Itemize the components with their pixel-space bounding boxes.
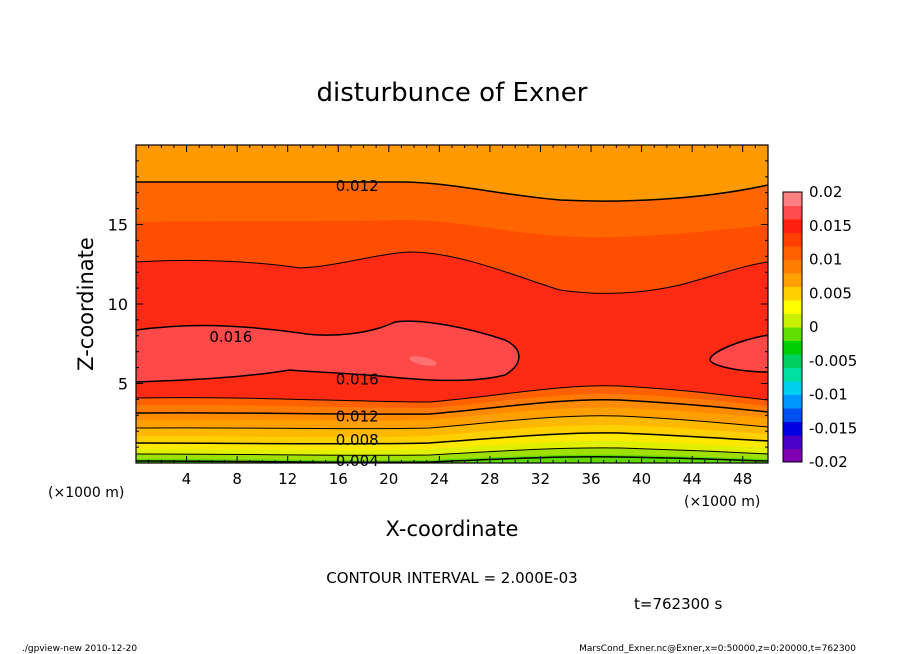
contour-line-0.016-right [709, 334, 768, 373]
colorbar-tick-label: -0.02 [809, 453, 848, 471]
colorbar-tick-label: 0.005 [809, 284, 852, 302]
contour-lines [136, 181, 768, 463]
colorbar-segment [783, 408, 802, 422]
x-tick-label: 44 [683, 470, 702, 488]
x-tick-label: 36 [581, 470, 600, 488]
contour-label: 0.016 [336, 371, 379, 389]
colorbar-segment [783, 273, 802, 287]
colorbar-tick-labels: 0.02 0.015 0.01 0.005 0 -0.005 -0.01 -0.015 -0.0… [809, 183, 857, 471]
x-tick-label: 32 [531, 470, 550, 488]
contour-line-0.014-lower [136, 385, 768, 403]
colorbar-segment [783, 421, 802, 436]
colorbar-tick-label: -0.005 [809, 352, 857, 370]
x-axis-unit: (×1000 m) [684, 494, 760, 510]
contour-interval: CONTOUR INTERVAL = 2.000E-03 [326, 569, 577, 587]
region-above-0.016-left [136, 321, 519, 382]
contour-field [136, 145, 768, 463]
axis-ticks [136, 145, 768, 463]
colorbar-segment [783, 381, 802, 395]
contour-label: 0.004 [336, 452, 379, 470]
x-tick-label: 8 [232, 470, 242, 488]
x-tick-label: 24 [430, 470, 449, 488]
colorbar-segment [783, 286, 802, 301]
x-tick-label: 20 [379, 470, 398, 488]
contour-line-0.012-upper [136, 181, 768, 202]
colorbar-frame [782, 191, 803, 463]
colorbar-segment [783, 394, 802, 409]
contour-line-0.004-lower [136, 456, 768, 463]
chart-title: disturbunce of Exner [317, 78, 588, 108]
colorbar-segment [783, 205, 802, 220]
contour-label: 0.012 [336, 177, 379, 195]
x-axis-title: X-coordinate [386, 517, 519, 541]
x-tick-label: 16 [329, 470, 348, 488]
colorbar-segment [783, 367, 802, 382]
colorbar-segment [783, 435, 802, 449]
contour-line-0.006-lower [136, 447, 768, 456]
contour-label-layer: 0.012 0.016 0.016 0.012 0.008 0.004 [209, 177, 378, 470]
contour-line-0.010-lower [136, 415, 768, 430]
colorbar-segment [783, 219, 802, 233]
x-tick-label: 12 [278, 470, 297, 488]
y-tick-label: 10 [108, 295, 128, 314]
maximum-region [409, 356, 437, 366]
time-label: t=762300 s [634, 595, 722, 613]
colorbar-segment [783, 300, 802, 314]
colorbar-tick-label: -0.01 [809, 386, 848, 404]
contour-line-0.016-left [136, 320, 520, 383]
colorbar-tick-label: 0 [809, 318, 819, 336]
footer-right: MarsCond_Exner.nc@Exner,x=0:50000,z=0:20… [579, 644, 856, 654]
colorbar-segment [783, 354, 802, 368]
colorbar-segment [783, 340, 802, 355]
footer-left: ./gpview-new 2010-12-20 [22, 644, 137, 654]
contour-label: 0.016 [209, 328, 252, 346]
colorbar-tick-label: 0.02 [809, 183, 842, 201]
colorbar-segment [783, 327, 802, 341]
colorbar [783, 192, 802, 463]
y-tick-label: 5 [118, 375, 128, 394]
colorbar-tick-label: 0.01 [809, 251, 842, 269]
x-tick-label: 40 [632, 470, 651, 488]
colorbar-tick-label: 0.015 [809, 217, 852, 235]
colorbar-segment [783, 232, 802, 247]
contour-label: 0.012 [336, 407, 379, 425]
colorbar-segment [783, 259, 802, 274]
colorbar-segment [783, 448, 802, 463]
contour-line-0.012-lower [136, 398, 768, 415]
y-axis-unit: (×1000 m) [48, 485, 124, 501]
colorbar-tick-label: -0.015 [809, 419, 857, 437]
colorbar-segment [783, 246, 802, 260]
x-tick-label: 28 [480, 470, 499, 488]
x-tick-label: 48 [733, 470, 752, 488]
y-tick-label: 15 [108, 216, 128, 235]
contour-line-0.008-lower [136, 432, 768, 445]
contour-line-0.014-upper [136, 251, 768, 294]
contour-label: 0.008 [336, 431, 379, 449]
x-tick-label: 4 [182, 470, 192, 488]
region-above-0.016-right [710, 335, 768, 372]
colorbar-segment [783, 313, 802, 328]
band-upper-0.010 [136, 145, 768, 202]
colorbar-segment [783, 192, 802, 206]
y-axis-title: Z-coordinate [74, 237, 98, 371]
